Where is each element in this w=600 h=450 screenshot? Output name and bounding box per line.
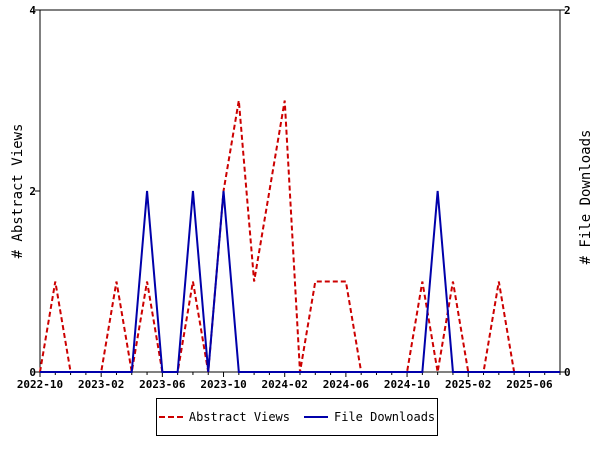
series-line-abstract-views [39, 100, 560, 373]
legend-swatch-abstract-views [158, 416, 183, 418]
legend: Abstract Views File Downloads [156, 398, 438, 436]
legend-item-file-downloads: File Downloads [304, 410, 435, 424]
legend-item-abstract-views: Abstract Views [158, 410, 290, 424]
y-tick-label-right: 0 [564, 366, 571, 379]
x-tick-label: 2025-02 [445, 378, 491, 391]
y-tick-label-right: 2 [564, 4, 571, 17]
x-tick-label: 2024-10 [384, 378, 430, 391]
series-line-file-downloads [40, 190, 560, 373]
legend-swatch-file-downloads [304, 416, 328, 418]
x-tick-label: 2023-10 [200, 378, 246, 391]
x-tick-label: 2024-02 [262, 378, 308, 391]
x-tick-label: 2024-06 [323, 378, 370, 391]
x-tick-label: 2023-02 [78, 378, 124, 391]
legend-label-abstract-views: Abstract Views [188, 410, 290, 424]
y-tick-label-left: 2 [29, 185, 36, 198]
y-axis-left-title: # Abstract Views [10, 124, 26, 259]
x-tick-label: 2022-10 [17, 378, 63, 391]
y-tick-label-left: 0 [29, 366, 36, 379]
y-tick-label-left: 4 [29, 4, 36, 17]
x-tick-label: 2025-06 [506, 378, 553, 391]
legend-label-file-downloads: File Downloads [334, 410, 436, 424]
y-axis-right-title: # File Downloads [578, 130, 594, 265]
plot-frame [39, 9, 561, 373]
x-tick-label: 2023-06 [139, 378, 186, 391]
